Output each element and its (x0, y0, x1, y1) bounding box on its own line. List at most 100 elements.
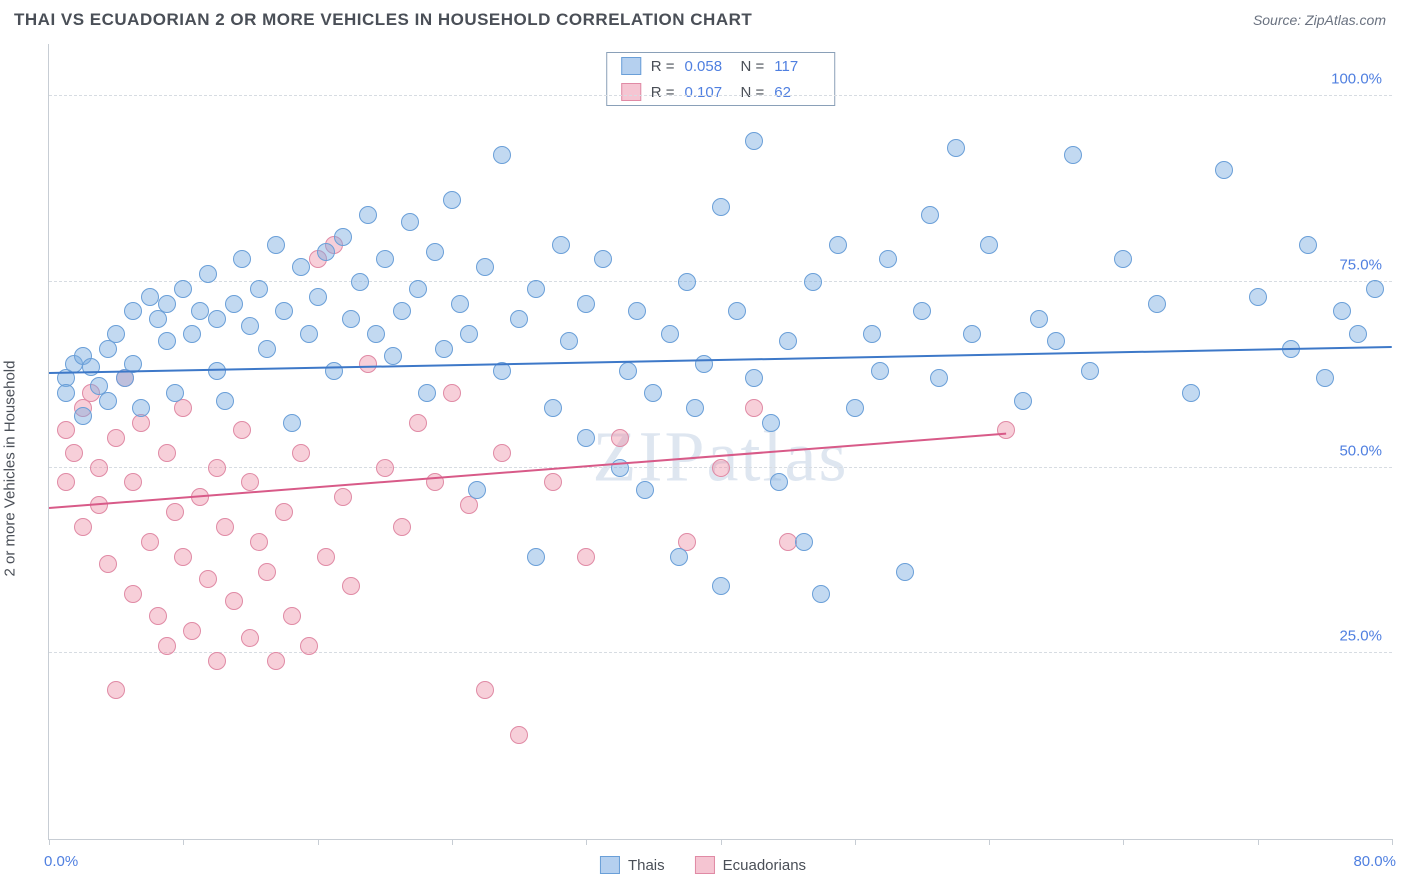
n-label: N = (741, 84, 765, 101)
data-point (1299, 236, 1317, 254)
data-point (510, 310, 528, 328)
data-point (409, 280, 427, 298)
data-point (292, 258, 310, 276)
chart-title: THAI VS ECUADORIAN 2 OR MORE VEHICLES IN… (14, 10, 752, 30)
data-point (342, 577, 360, 595)
chart-container: 2 or more Vehicles in Household ZIPatlas… (0, 38, 1406, 882)
data-point (191, 302, 209, 320)
data-point (947, 139, 965, 157)
data-point (644, 384, 662, 402)
legend-label: Ecuadorians (723, 857, 806, 874)
y-axis-label: 2 or more Vehicles in Household (2, 361, 19, 577)
data-point (216, 392, 234, 410)
data-point (174, 280, 192, 298)
data-point (678, 273, 696, 291)
data-point (1366, 280, 1384, 298)
legend-item: Ecuadorians (695, 856, 806, 874)
y-tick-label: 75.0% (1339, 256, 1382, 273)
data-point (141, 533, 159, 551)
data-point (1064, 146, 1082, 164)
x-tick (49, 839, 50, 845)
n-value: 117 (774, 58, 820, 75)
x-tick (586, 839, 587, 845)
data-point (90, 459, 108, 477)
data-point (879, 250, 897, 268)
gridline-h (49, 95, 1392, 96)
data-point (1316, 369, 1334, 387)
data-point (199, 570, 217, 588)
data-point (527, 548, 545, 566)
data-point (250, 280, 268, 298)
r-value: 0.058 (685, 58, 731, 75)
data-point (712, 577, 730, 595)
data-point (628, 302, 646, 320)
data-point (1349, 325, 1367, 343)
data-point (401, 213, 419, 231)
data-point (225, 592, 243, 610)
data-point (770, 473, 788, 491)
data-point (351, 273, 369, 291)
data-point (325, 362, 343, 380)
x-tick (318, 839, 319, 845)
n-value: 62 (774, 84, 820, 101)
legend-series: Thais Ecuadorians (600, 856, 806, 874)
gridline-h (49, 652, 1392, 653)
data-point (728, 302, 746, 320)
data-point (166, 503, 184, 521)
data-point (661, 325, 679, 343)
data-point (795, 533, 813, 551)
data-point (225, 295, 243, 313)
data-point (158, 332, 176, 350)
data-point (468, 481, 486, 499)
data-point (199, 265, 217, 283)
data-point (577, 429, 595, 447)
data-point (107, 325, 125, 343)
data-point (812, 585, 830, 603)
data-point (267, 236, 285, 254)
data-point (393, 302, 411, 320)
y-tick-label: 50.0% (1339, 442, 1382, 459)
data-point (435, 340, 453, 358)
data-point (334, 228, 352, 246)
data-point (376, 459, 394, 477)
data-point (367, 325, 385, 343)
data-point (871, 362, 889, 380)
data-point (166, 384, 184, 402)
legend-swatch (695, 856, 715, 874)
data-point (309, 288, 327, 306)
r-label: R = (651, 84, 675, 101)
data-point (930, 369, 948, 387)
data-point (300, 637, 318, 655)
data-point (896, 563, 914, 581)
data-point (418, 384, 436, 402)
data-point (510, 726, 528, 744)
data-point (107, 681, 125, 699)
data-point (384, 347, 402, 365)
plot-area: ZIPatlas R =0.058N =117R =0.107N =62 25.… (48, 44, 1392, 840)
x-axis-max-label: 80.0% (1353, 853, 1396, 870)
x-tick (1123, 839, 1124, 845)
data-point (544, 399, 562, 417)
header: THAI VS ECUADORIAN 2 OR MORE VEHICLES IN… (0, 0, 1406, 38)
watermark: ZIPatlas (593, 416, 849, 499)
data-point (963, 325, 981, 343)
data-point (670, 548, 688, 566)
legend-item: Thais (600, 856, 665, 874)
x-tick (855, 839, 856, 845)
data-point (74, 518, 92, 536)
trendline (49, 346, 1392, 374)
legend-swatch (621, 83, 641, 101)
source-attribution: Source: ZipAtlas.com (1253, 12, 1386, 28)
data-point (611, 429, 629, 447)
data-point (241, 629, 259, 647)
y-tick-label: 100.0% (1331, 71, 1382, 88)
x-axis-min-label: 0.0% (44, 853, 78, 870)
data-point (544, 473, 562, 491)
data-point (695, 355, 713, 373)
data-point (493, 146, 511, 164)
data-point (393, 518, 411, 536)
data-point (686, 399, 704, 417)
data-point (997, 421, 1015, 439)
data-point (1333, 302, 1351, 320)
data-point (779, 332, 797, 350)
